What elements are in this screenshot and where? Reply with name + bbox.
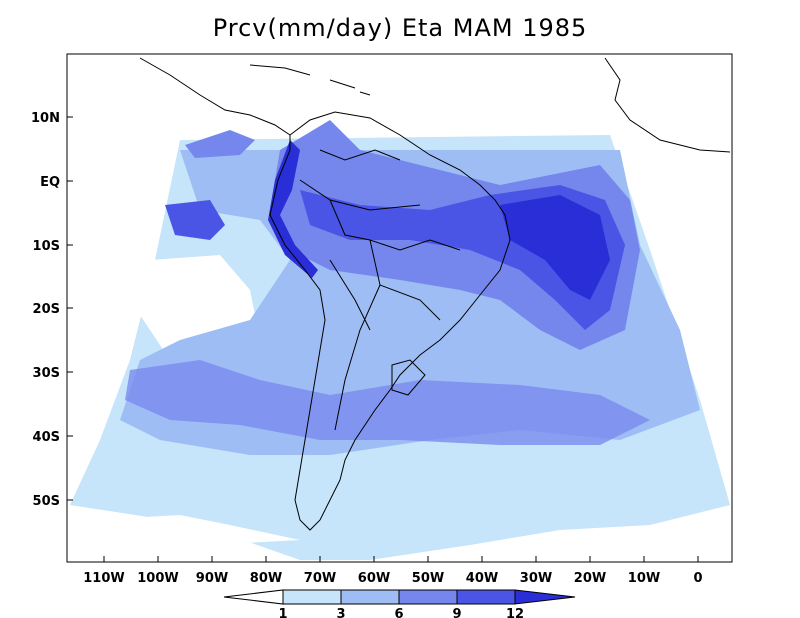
band-pacific-blob <box>165 200 225 240</box>
x-axis: 110W 100W 90W 80W 70W 60W 50W 40W 30W 20… <box>83 556 703 586</box>
x-tick-label: 80W <box>250 571 282 586</box>
x-tick-label: 70W <box>304 571 336 586</box>
colorbar-label: 3 <box>336 607 345 618</box>
south-america-coast <box>269 111 511 531</box>
colorbar-segment <box>282 589 342 605</box>
colorbar-segment <box>514 589 576 605</box>
country-borders <box>299 149 461 431</box>
map-title: Prcv(mm/day) Eta MAM 1985 <box>212 14 588 42</box>
x-tick-label: 100W <box>137 571 178 586</box>
y-tick-label: 10N <box>31 111 60 126</box>
y-tick-label: 50S <box>33 494 60 509</box>
colorbar-label: 12 <box>506 607 524 618</box>
x-tick-label: 0 <box>693 571 702 586</box>
y-tick-label: 30S <box>33 366 60 381</box>
x-tick-label: 40W <box>466 571 498 586</box>
x-tick-label: 30W <box>520 571 552 586</box>
caribbean-islands <box>249 64 371 96</box>
y-tick-label: EQ <box>40 175 60 190</box>
x-tick-label: 90W <box>196 571 228 586</box>
band-deep <box>500 195 610 300</box>
colorbar-label: 1 <box>278 607 287 618</box>
colorbar-segment <box>398 589 458 605</box>
uruguay <box>391 359 426 396</box>
colorbar-segment <box>456 589 516 605</box>
y-tick-label: 10S <box>33 239 60 254</box>
colorbar: 1 3 6 9 12 <box>223 589 576 618</box>
colorbar-segment <box>340 589 400 605</box>
x-tick-label: 10W <box>628 571 660 586</box>
x-tick-label: 20W <box>574 571 606 586</box>
africa-coast <box>604 57 731 153</box>
colorbar-segment <box>223 589 284 605</box>
white-gap-south <box>90 515 300 545</box>
y-tick-label: 20S <box>33 302 60 317</box>
x-tick-label: 110W <box>83 571 124 586</box>
band-itcz-blob <box>185 130 255 158</box>
y-axis: 10N EQ 10S 20S 30S 40S 50S <box>31 111 73 509</box>
band-medium-south <box>125 360 650 445</box>
y-tick-label: 40S <box>33 430 60 445</box>
coastlines <box>139 57 731 531</box>
central-america-coast <box>139 57 291 136</box>
x-tick-label: 50W <box>412 571 444 586</box>
precip-field <box>70 120 730 560</box>
x-tick-label: 60W <box>358 571 390 586</box>
colorbar-label: 6 <box>394 607 403 618</box>
colorbar-label: 9 <box>452 607 461 618</box>
